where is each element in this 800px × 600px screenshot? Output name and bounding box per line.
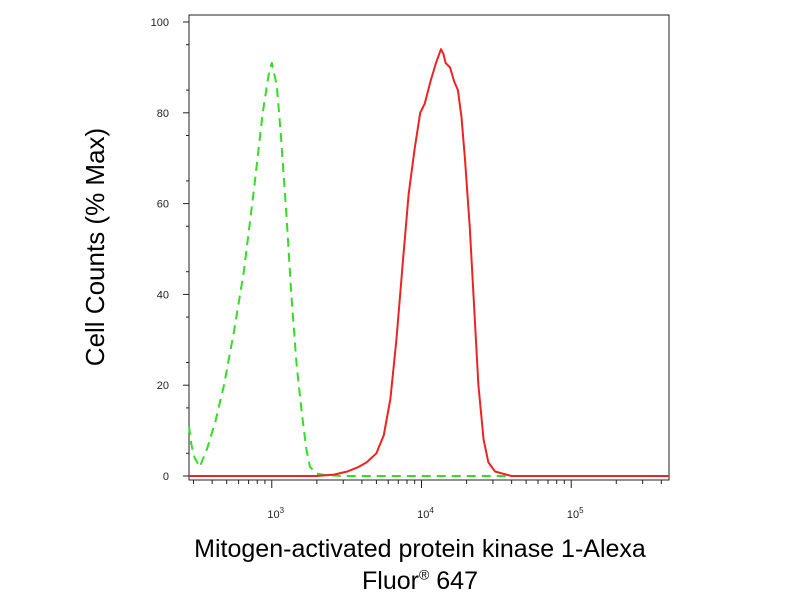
x-tick-label: 103 — [267, 506, 284, 521]
series-line-dashed — [188, 61, 669, 477]
y-tick-label: 60 — [157, 199, 169, 211]
y-tick-label: 0 — [163, 471, 169, 483]
y-axis-title: Cell Counts (% Max) — [80, 128, 110, 366]
y-tick-label: 100 — [151, 17, 169, 29]
x-axis-title-line1: Mitogen-activated protein kinase 1-Alexa — [194, 535, 646, 563]
y-axis: 0 20 40 60 80 100 — [151, 17, 189, 483]
x-axis: 103 104 105 — [192, 480, 662, 521]
y-tick-label: 40 — [157, 289, 169, 301]
y-tick-label: 20 — [157, 380, 169, 392]
y-tick-label: 80 — [157, 108, 169, 120]
x-axis-title-line2: Fluor® 647 — [80, 565, 760, 597]
x-tick-label: 104 — [417, 506, 434, 521]
series-layer — [188, 48, 669, 477]
x-axis-title-647: 647 — [429, 567, 478, 595]
x-tick-label: 105 — [567, 506, 584, 521]
x-axis-title-fluor: Fluor — [362, 567, 419, 595]
series-line-solid — [189, 48, 669, 477]
plot-frame — [188, 14, 670, 481]
registered-mark: ® — [418, 566, 430, 583]
